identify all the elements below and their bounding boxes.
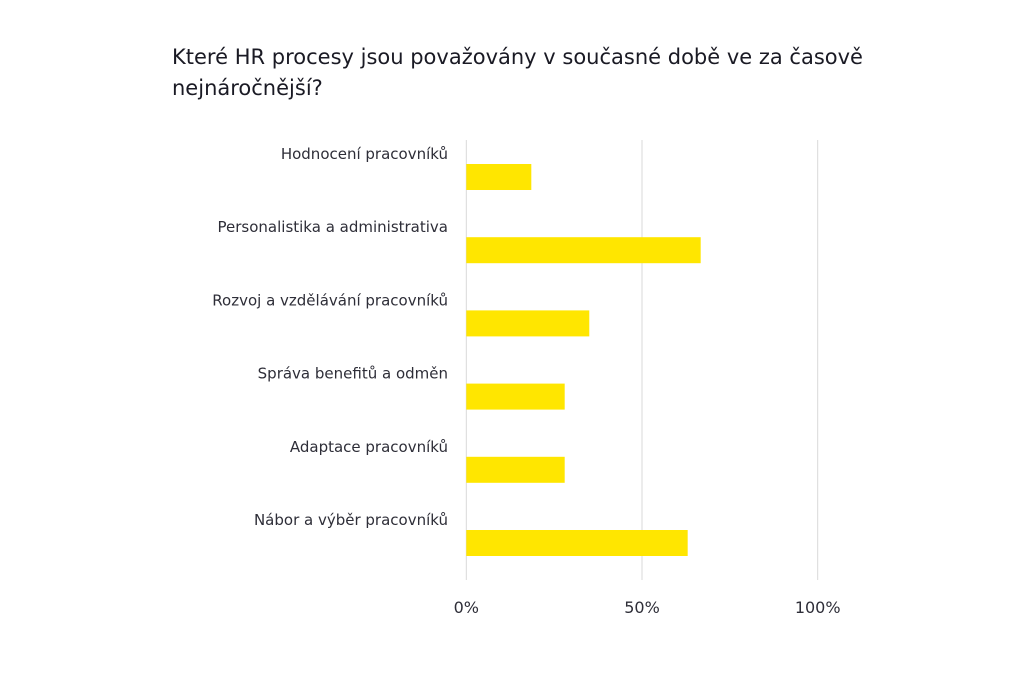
category-label: Hodnocení pracovníků [281,145,448,163]
tick-label: 0% [454,598,479,617]
category-label: Adaptace pracovníků [290,438,448,456]
bar [466,456,565,483]
tick-label: 100% [795,598,841,617]
bar [466,164,532,190]
bar [466,530,688,556]
category-label: Nábor a výběr pracovníků [254,511,448,529]
bar [466,310,590,337]
bar [466,383,565,410]
tick-label: 50% [624,598,660,617]
chart-title: Které HR procesy jsou považovány v souča… [172,45,863,100]
category-label: Správa benefitů a odměn [258,365,448,383]
category-label: Personalistika a administrativa [218,218,448,236]
bar [466,237,701,264]
category-label: Rozvoj a vzdělávání pracovníků [212,291,448,309]
